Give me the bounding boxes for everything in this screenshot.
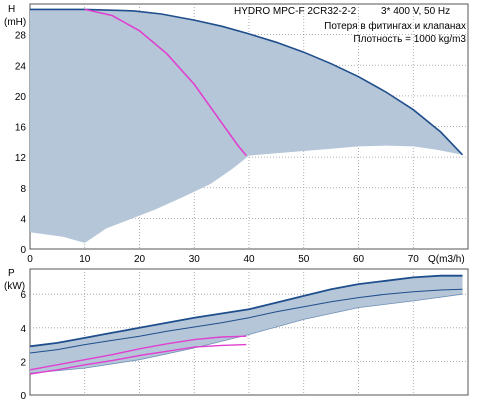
y-tick-label: 0: [20, 391, 26, 400]
y-tick-label: 12: [15, 153, 27, 164]
y-tick-label: 24: [15, 61, 27, 72]
y-tick-label: 16: [15, 123, 27, 134]
head-flow-chart: 0 4 8 12 16 20 24 28 0 10 20 30 40 50 60 70 H (mH) Q(m…: [4, 3, 469, 265]
pump-curve-line: [84, 8, 247, 157]
x-tick-label: 50: [298, 254, 310, 265]
head-x-tick-labels: 0 10 20 30 40 50 60 70: [27, 254, 419, 265]
head-y-tick-labels: 0 4 8 12 16 20 24 28: [15, 31, 27, 256]
y-tick-label: 0: [20, 245, 26, 256]
operating-range-area: [30, 9, 463, 243]
power-curve-pump-curve-upper: [29, 335, 247, 371]
power-curve-mid-envelope: [29, 288, 463, 354]
x-tick-label: 20: [134, 254, 146, 265]
power-curves: [29, 274, 463, 375]
y-tick-label: 4: [20, 214, 26, 225]
x-tick-label: 40: [243, 254, 255, 265]
power-y-tick-labels: 0 2 4 6: [20, 290, 26, 400]
y-tick-label: 4: [20, 324, 26, 335]
x-tick-label: 0: [27, 254, 33, 265]
y-tick-label: 28: [15, 31, 27, 42]
x-tick-label: 30: [189, 254, 201, 265]
flow-axis-label: Q(m3/h): [428, 254, 465, 265]
chart-subtitle: 3* 400 V, 50 Hz: [381, 6, 450, 17]
x-tick-label: 10: [79, 254, 91, 265]
power-axis-label: P: [8, 268, 15, 279]
power-curve-pump-curve-lower: [29, 343, 247, 375]
y-tick-label: 8: [20, 184, 26, 195]
y-tick-label: 2: [20, 357, 26, 368]
x-tick-label: 60: [353, 254, 365, 265]
y-tick-label: 20: [15, 92, 27, 103]
head-axis-label: H: [8, 4, 15, 15]
chart-title: HYDRO MPC-F 2CR32-2-2: [234, 6, 357, 17]
annotation-density: Плотность = 1000 kg/m3: [353, 34, 466, 45]
power-curve-upper-envelope: [29, 274, 463, 348]
power-flow-chart: 0 2 4 6 P (kW): [4, 268, 469, 400]
x-tick-label: 70: [408, 254, 420, 265]
y-tick-label: 6: [20, 290, 26, 301]
power-axis-unit: (kW): [4, 281, 25, 292]
power-curve-lower-envelope: [29, 293, 463, 374]
head-axis-unit: (mH): [4, 17, 26, 28]
annotation-fittings-loss: Потеря в фитингах и клапанах: [324, 20, 466, 32]
operating-range-upper-line: [30, 8, 464, 156]
